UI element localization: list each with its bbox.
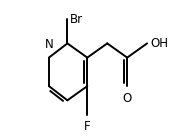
Text: N: N — [44, 38, 53, 51]
Text: OH: OH — [150, 37, 168, 50]
Text: F: F — [84, 120, 91, 133]
Text: Br: Br — [70, 13, 83, 26]
Text: O: O — [122, 92, 132, 105]
